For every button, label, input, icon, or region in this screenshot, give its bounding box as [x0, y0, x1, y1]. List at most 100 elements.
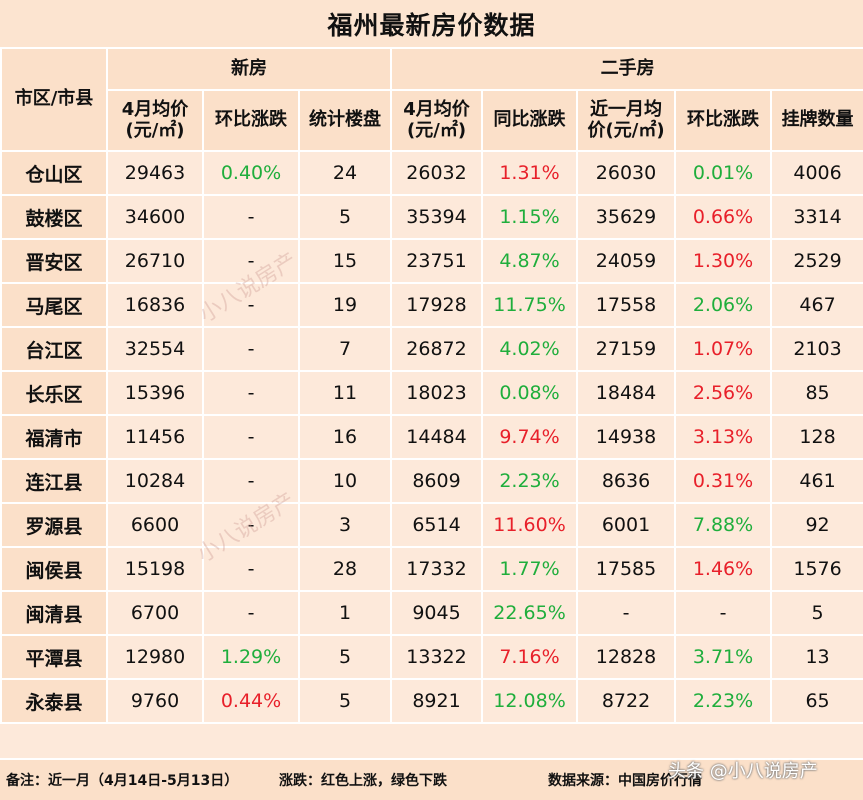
sec-yoy-cell: 4.87% [481, 238, 579, 284]
header-sec-avg-price: 4月均价 (元/㎡) [390, 89, 484, 152]
table-row: 闽侯县 15198-28 17332 1.77% 17585 1.46% 1576 [0, 546, 863, 592]
sec-listings-cell: 13 [770, 634, 863, 680]
new-mom-cell: - [202, 370, 300, 416]
new-avg-cell: 16836 [106, 282, 204, 328]
sec-avg-cell: 18023 [390, 370, 484, 416]
new-avg-cell: 34600 [106, 194, 204, 240]
sec-avg-cell: 26032 [390, 150, 484, 196]
new-avg-cell: 32554 [106, 326, 204, 372]
sec-mom-cell: 1.30% [674, 238, 773, 284]
new-mom-cell: 0.40% [202, 150, 300, 196]
new-mom-cell: - [202, 326, 300, 372]
header-new-house: 新房 [105, 47, 393, 91]
new-count-cell: 24 [297, 150, 393, 196]
sec-yoy-cell: 9.74% [481, 414, 579, 460]
new-avg-cell: 10284 [106, 458, 204, 504]
new-count-cell: 5 [297, 194, 393, 240]
sec-recent-cell: 27159 [576, 326, 677, 372]
area-cell: 闽清县 [0, 590, 108, 636]
sec-mom-cell: - [674, 590, 773, 636]
new-mom-cell: - [202, 590, 300, 636]
new-mom-cell: - [202, 414, 300, 460]
new-avg-cell: 9760 [106, 678, 204, 724]
sec-mom-cell: 2.56% [674, 370, 773, 416]
sec-mom-cell: 1.07% [674, 326, 773, 372]
sec-listings-cell: 461 [770, 458, 863, 504]
sec-yoy-cell: 1.15% [481, 194, 579, 240]
sec-avg-cell: 9045 [390, 590, 484, 636]
sec-listings-cell: 2529 [770, 238, 863, 284]
sec-mom-cell: 0.66% [674, 194, 773, 240]
table-row: 鼓楼区 34600-5 35394 1.15% 35629 0.66% 3314 [0, 194, 863, 240]
page-title: 福州最新房价数据 [0, 0, 863, 49]
table-row: 平潭县 12980 1.29% 5 13322 7.16% 12828 3.71% 13 [0, 634, 863, 680]
new-avg-cell: 15198 [106, 546, 204, 592]
sec-avg-cell: 26872 [390, 326, 484, 372]
sec-yoy-cell: 4.02% [481, 326, 579, 372]
new-mom-cell: - [202, 546, 300, 592]
sec-yoy-cell: 22.65% [481, 590, 579, 636]
sec-listings-cell: 1576 [770, 546, 863, 592]
header-second-hand: 二手房 [390, 47, 863, 91]
table-row: 马尾区 16836-19 17928 11.75% 17558 2.06% 467 [0, 282, 863, 328]
footer: 备注：近一月（4月14日-5月13日） 涨跌：红色上涨，绿色下跌 数据来源：中国… [0, 758, 863, 800]
table-row: 福清市 11456-16 14484 9.74% 14938 3.13% 128 [0, 414, 863, 460]
header-sec-recent-avg: 近一月均 价(元/㎡) [576, 89, 677, 152]
new-count-cell: 3 [297, 502, 393, 548]
sec-recent-cell: 35629 [576, 194, 677, 240]
sec-recent-cell: 8722 [576, 678, 677, 724]
header-area: 市区/市县 [0, 47, 108, 152]
area-cell: 连江县 [0, 458, 108, 504]
area-cell: 永泰县 [0, 678, 108, 724]
new-count-cell: 28 [297, 546, 393, 592]
new-mom-cell: - [202, 458, 300, 504]
footer-legend: 涨跌：红色上涨，绿色下跌 [279, 773, 447, 789]
new-avg-cell: 12980 [106, 634, 204, 680]
sec-listings-cell: 128 [770, 414, 863, 460]
sec-yoy-cell: 1.77% [481, 546, 579, 592]
header-sec-mom: 环比涨跌 [674, 89, 773, 152]
area-cell: 马尾区 [0, 282, 108, 328]
sec-listings-cell: 65 [770, 678, 863, 724]
area-cell: 鼓楼区 [0, 194, 108, 240]
area-cell: 闽侯县 [0, 546, 108, 592]
footer-source: 数据来源：中国房价行情 [548, 773, 702, 789]
sec-avg-cell: 17332 [390, 546, 484, 592]
sec-yoy-cell: 12.08% [481, 678, 579, 724]
area-cell: 仓山区 [0, 150, 108, 196]
table-row: 仓山区 29463 0.40% 24 26032 1.31% 26030 0.01% 4006 [0, 150, 863, 196]
table-row: 闽清县 6700-1 9045 22.65% - -5 [0, 590, 863, 636]
sec-listings-cell: 3314 [770, 194, 863, 240]
table-row: 长乐区 15396-11 18023 0.08% 18484 2.56% 85 [0, 370, 863, 416]
sec-avg-cell: 23751 [390, 238, 484, 284]
header-new-mom: 环比涨跌 [202, 89, 300, 152]
table-row: 罗源县 6600-3 6514 11.60% 6001 7.88% 92 [0, 502, 863, 548]
sec-avg-cell: 14484 [390, 414, 484, 460]
brand-watermark: 头条 @小八说房产 [668, 761, 818, 782]
new-avg-cell: 6600 [106, 502, 204, 548]
new-mom-cell: 1.29% [202, 634, 300, 680]
sec-recent-cell: 6001 [576, 502, 677, 548]
new-avg-cell: 15396 [106, 370, 204, 416]
header-new-count: 统计楼盘 [297, 89, 393, 152]
new-avg-cell: 6700 [106, 590, 204, 636]
new-avg-cell: 29463 [106, 150, 204, 196]
sec-listings-cell: 2103 [770, 326, 863, 372]
table-row: 连江县 10284-10 8609 2.23% 8636 0.31% 461 [0, 458, 863, 504]
table-row: 永泰县 9760 0.44% 5 8921 12.08% 8722 2.23% 65 [0, 678, 863, 724]
sec-avg-cell: 8921 [390, 678, 484, 724]
new-count-cell: 19 [297, 282, 393, 328]
new-mom-cell: - [202, 238, 300, 284]
sec-listings-cell: 4006 [770, 150, 863, 196]
sec-listings-cell: 92 [770, 502, 863, 548]
new-count-cell: 11 [297, 370, 393, 416]
sec-recent-cell: 26030 [576, 150, 677, 196]
sec-recent-cell: 24059 [576, 238, 677, 284]
new-count-cell: 5 [297, 678, 393, 724]
sec-mom-cell: 2.06% [674, 282, 773, 328]
sec-recent-cell: 12828 [576, 634, 677, 680]
sec-recent-cell: 8636 [576, 458, 677, 504]
sec-yoy-cell: 2.23% [481, 458, 579, 504]
new-avg-cell: 11456 [106, 414, 204, 460]
sec-recent-cell: - [576, 590, 677, 636]
